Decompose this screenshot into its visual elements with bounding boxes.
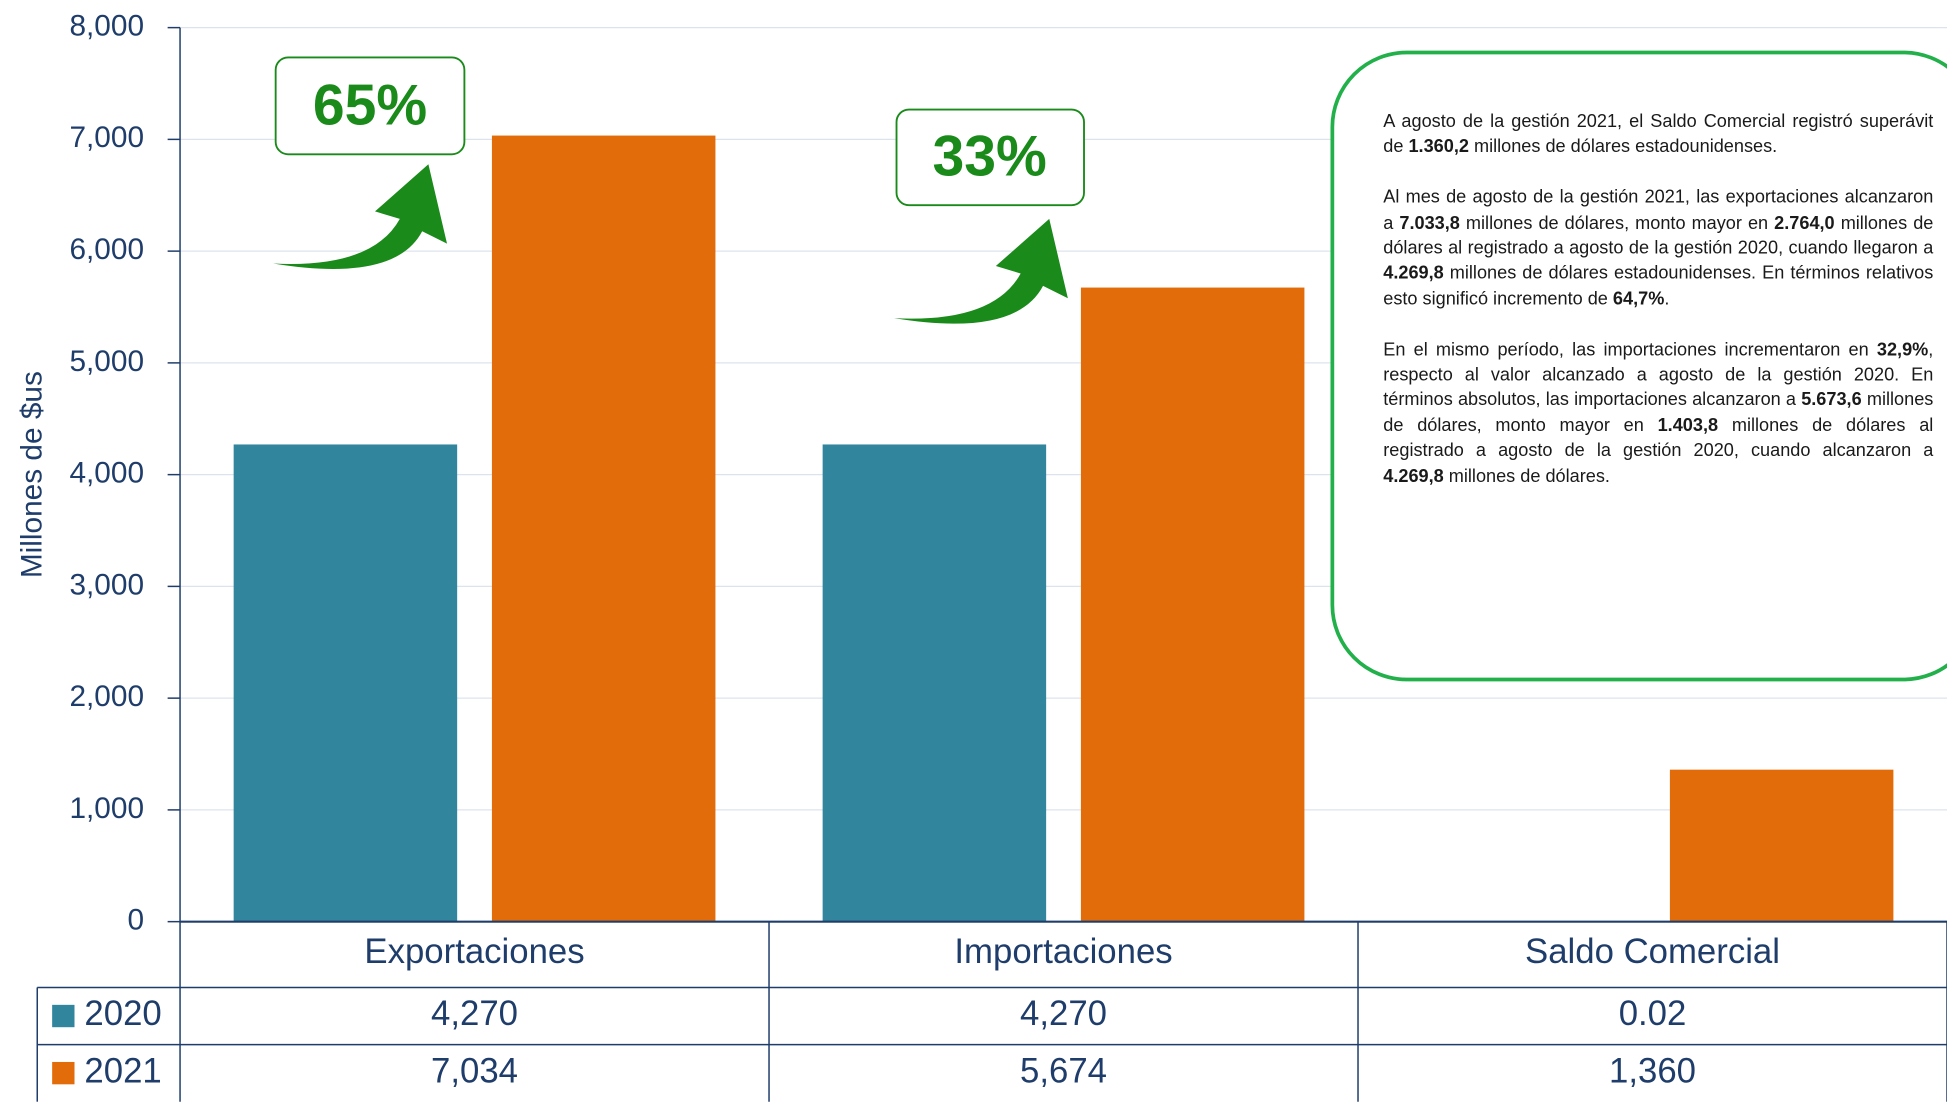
note-text: millones de dólares estadounidenses. [1468,137,1778,158]
x-tick-label: Saldo Comercial [1525,933,1780,971]
note-bold: 2.764,0 [1774,213,1835,234]
legend-label: 2021 [84,1052,161,1090]
arrow [273,164,448,270]
bar [1080,287,1305,922]
bar [822,444,1047,922]
y-tick-label: 4,000 [69,457,144,490]
note-text: . [1664,289,1670,310]
note-paragraph: Al mes de agosto de la gestión 2021, las… [1383,186,1933,313]
note-text: Al mes de agosto de la gestión 2021, las… [1383,188,1934,234]
note-text: millones de dólares al registrado a agos… [1383,416,1934,462]
y-tick-label: 8,000 [69,9,144,42]
note-bold: 1.403,8 [1657,416,1719,436]
legend-swatch [52,1004,75,1028]
note-text: , respecto al valor alcanzado a agosto d… [1383,340,1934,411]
note-text: millones de dólares, monto mayor en [1459,213,1775,234]
note-text: millones de dólares. [1443,466,1610,487]
legend-label: 2020 [84,995,161,1033]
y-axis-label: Millones de $us [15,371,48,578]
bar [233,444,458,922]
arrow [894,218,1068,324]
bar [491,135,716,922]
arrows [273,164,1068,324]
note-text: A agosto de la gestión 2021, el Saldo Co… [1383,112,1934,158]
annotation-box [274,56,466,156]
note-bold: 32,9% [1876,340,1929,360]
table-value: 0.02 [1619,995,1687,1033]
note-bold: 5.673,6 [1801,390,1862,411]
note-paragraph: A agosto de la gestión 2021, el Saldo Co… [1383,110,1933,161]
y-tick-label: 6,000 [69,233,144,266]
note-bold: 4.269,8 [1383,466,1444,487]
note-text: millones de dólares, monto mayor en [1383,390,1934,436]
note-text: millones de dólares estadounidenses. En … [1383,264,1934,310]
note-bold: 1.360,2 [1408,137,1469,158]
note: A agosto de la gestión 2021, el Saldo Co… [1383,110,1933,490]
y-tick-label: 5,000 [69,345,144,378]
table-value: 4,270 [431,995,518,1033]
x-tick-label: Exportaciones [364,933,584,971]
x-tick-label: Importaciones [954,933,1172,971]
y-tick-label: 2,000 [69,680,144,713]
note-text: millones de dólares al registrado a agos… [1383,213,1934,259]
legend-swatch [52,1061,75,1085]
bar [1669,769,1894,922]
annotation: 33% [895,108,1085,207]
annotation-text: 33% [932,125,1046,189]
y-tick-label: 7,000 [69,121,144,154]
y-tick-label: 0 [127,904,144,937]
y-tick-label: 3,000 [69,568,144,601]
note-text: En el mismo período, las importaciones i… [1383,340,1877,360]
note-bold: 64,7% [1612,289,1665,310]
annotation-text: 65% [313,74,427,138]
table-value: 1,360 [1609,1052,1696,1090]
note-bold: 7.033,8 [1399,213,1460,234]
note-box [1330,50,1947,682]
annotation: 65% [274,56,466,156]
note-container: A agosto de la gestión 2021, el Saldo Co… [1383,110,1933,490]
table-value: 5,674 [1020,1052,1107,1090]
note-paragraph: En el mismo período, las importaciones i… [1383,338,1933,490]
table-value: 4,270 [1020,995,1107,1033]
table-value: 7,034 [431,1052,518,1090]
note-bold: 4.269,8 [1383,264,1444,284]
y-tick-label: 1,000 [69,792,144,825]
annotation-box [895,108,1085,207]
